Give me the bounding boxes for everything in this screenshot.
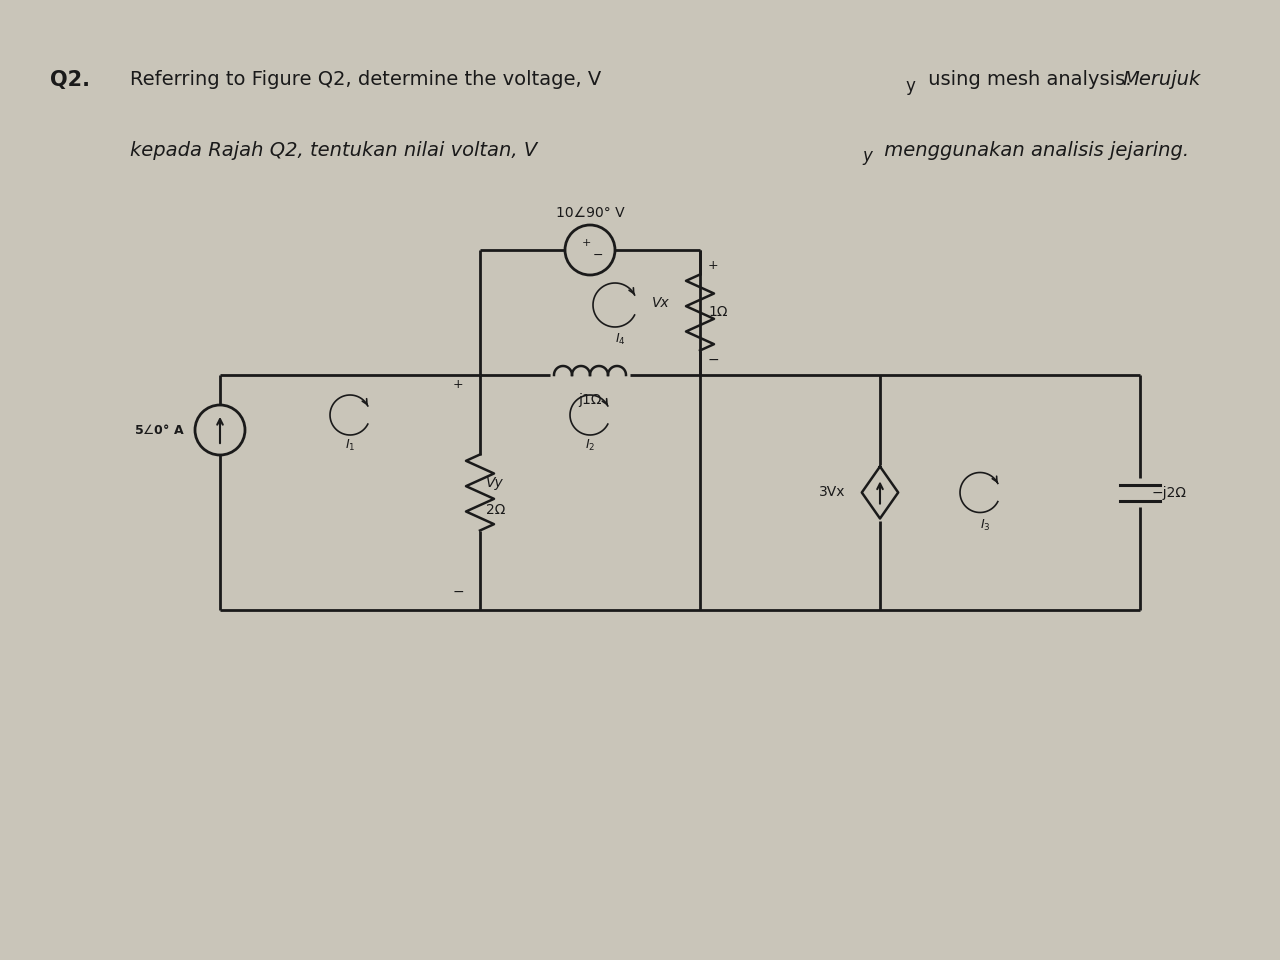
Text: Vx: Vx <box>653 296 669 309</box>
Text: −: − <box>593 249 603 261</box>
Text: +: + <box>581 238 590 248</box>
Text: Referring to Figure Q2, determine the voltage, V: Referring to Figure Q2, determine the vo… <box>131 70 602 89</box>
Text: +: + <box>708 258 718 272</box>
Text: Merujuk: Merujuk <box>1123 70 1201 89</box>
Text: −: − <box>452 585 463 599</box>
Text: y: y <box>905 77 915 95</box>
Text: +: + <box>453 378 463 392</box>
Text: −j2Ω: −j2Ω <box>1152 486 1187 499</box>
Text: 3Vx: 3Vx <box>818 486 845 499</box>
Text: Q2.: Q2. <box>50 70 90 90</box>
Text: y: y <box>861 147 872 165</box>
Text: using mesh analysis.: using mesh analysis. <box>922 70 1138 89</box>
Text: 2Ω: 2Ω <box>486 503 506 517</box>
Text: Vy: Vy <box>486 475 504 490</box>
Text: 10∠90° V: 10∠90° V <box>556 206 625 220</box>
Text: j1Ω: j1Ω <box>579 393 602 407</box>
Text: 5$\angle$0° A: 5$\angle$0° A <box>134 423 186 437</box>
Text: −: − <box>708 353 719 367</box>
Text: $I_1$: $I_1$ <box>344 438 356 453</box>
Text: $I_3$: $I_3$ <box>979 517 991 533</box>
Text: 1Ω: 1Ω <box>708 305 727 320</box>
Text: kepada Rajah Q2, tentukan nilai voltan, V: kepada Rajah Q2, tentukan nilai voltan, … <box>131 140 538 159</box>
Text: menggunakan analisis jejaring.: menggunakan analisis jejaring. <box>878 140 1189 159</box>
Text: $I_2$: $I_2$ <box>585 438 595 453</box>
Text: $I_4$: $I_4$ <box>614 332 626 348</box>
